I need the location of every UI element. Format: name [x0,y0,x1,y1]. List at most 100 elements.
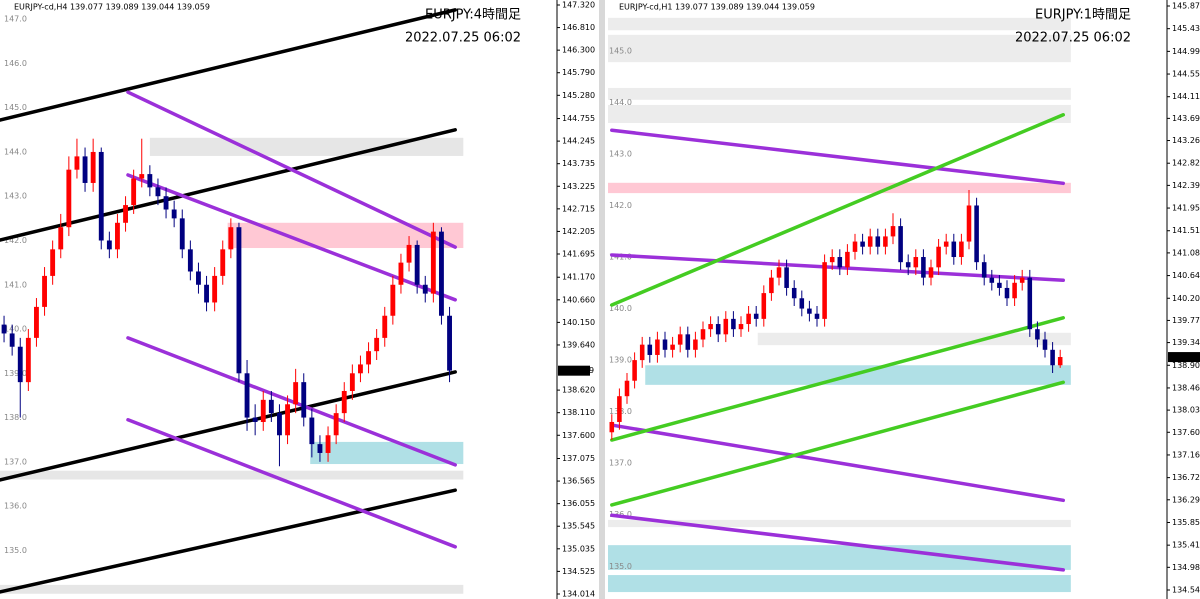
candle-body [163,196,169,210]
y-tick-label: 140.200 [1172,294,1200,303]
y-tick-label: 137.075 [562,454,595,463]
trend-line [610,128,1065,186]
candle-body [921,257,926,278]
y-tick-label: 136.290 [1172,495,1200,504]
candle-body [1050,349,1055,366]
candle-body [1027,277,1033,330]
candle-body [317,444,323,453]
price-tag [558,365,590,376]
grid-label: 135.0 [609,562,632,571]
candle-body [989,277,995,283]
candle-body [761,293,767,319]
candle-body [997,282,1002,288]
y-tick-label: 143.690 [1172,114,1200,123]
y-tick-label: 144.110 [1172,92,1200,101]
y-tick-label: 138.460 [1172,383,1200,392]
candle-body [90,151,96,183]
candle-body [228,227,234,250]
candle-body [406,244,412,263]
candle-body [943,241,949,247]
y-tick-label: 134.014 [562,590,595,599]
y-tick-label: 135.850 [1172,518,1200,527]
candle-body [17,346,23,383]
candle-body [837,257,843,268]
y-tick-label: 136.055 [562,499,595,508]
candle-body [867,236,873,247]
candle-body [1,324,7,334]
grid-label: 142.0 [609,201,632,210]
y-tick-label: 135.035 [562,544,595,553]
candle-body [123,205,128,223]
candle-body [439,231,444,316]
zone [608,87,1071,100]
y-tick-label: 145.790 [562,68,595,77]
y-tick-label: 137.600 [1172,428,1200,437]
chart-timestamp: 2022.07.25 06:02 [405,31,521,46]
candle-body [677,334,683,345]
grid-label: 136.0 [4,502,27,511]
candle-body [252,417,258,422]
trend-line [610,423,1065,503]
candle-body [1042,339,1048,350]
trend-line [610,380,1065,507]
candle-body [42,275,47,307]
y-tick-label: 141.510 [1172,226,1200,235]
grid-label: 138.0 [4,413,27,422]
trend-line [0,370,457,482]
candle-body [430,231,436,294]
price-tag [1168,352,1200,363]
candle-body [723,318,729,335]
candle-body [179,218,185,250]
trend-line [610,316,1065,442]
grid-label: 144.0 [4,147,27,156]
candle-body [609,421,615,433]
candle-body [738,324,744,330]
y-tick-label: 137.600 [562,431,595,440]
y-tick-label: 141.695 [562,249,595,258]
candle-body [212,275,218,303]
candle-body [1012,282,1017,299]
candle-body [784,267,789,288]
candle-body [341,390,347,414]
candle-body [731,318,736,330]
y-tick-label: 145.280 [562,91,595,100]
candle-body [693,339,698,350]
candle-body [196,271,201,285]
y-tick-label: 144.990 [1172,47,1200,56]
candle-body [58,227,64,250]
candle-body [966,205,972,242]
candle-body [814,313,820,319]
y-tick-label: 138.900 [1172,361,1200,370]
zone [0,470,464,480]
candle-body [236,227,242,374]
candle-body [617,396,622,422]
trend-line [610,113,1065,307]
y-tick-label: 147.320 [562,1,595,10]
candle-body [807,308,812,314]
y-tick-label: 135.410 [1172,541,1200,550]
candle-body [374,337,380,352]
candle-body [333,413,339,436]
trend-line [126,90,457,249]
candle-body [700,329,706,340]
y-tick-label: 139.340 [1172,338,1200,347]
candle-body [220,249,226,276]
candle-body [708,324,713,330]
candle-body [293,382,299,405]
candle-body [1035,329,1040,340]
candle-body [422,284,428,294]
chart-title: EURJPY-cd,H1 139.077 139.089 139.044 139… [619,3,815,12]
candle-body [414,244,420,285]
candle-body [131,178,137,206]
candle-body [670,344,675,350]
candle-body [325,435,331,453]
candle-body [398,262,404,285]
grid-label: 137.0 [609,459,632,468]
price-tag-label: 139.059 [561,366,594,375]
candle-body [285,404,290,436]
y-tick-label: 143.225 [562,182,595,191]
grid-label: 140.0 [609,304,632,313]
candle-body [1057,357,1063,366]
grid-label: 143.0 [4,192,27,201]
